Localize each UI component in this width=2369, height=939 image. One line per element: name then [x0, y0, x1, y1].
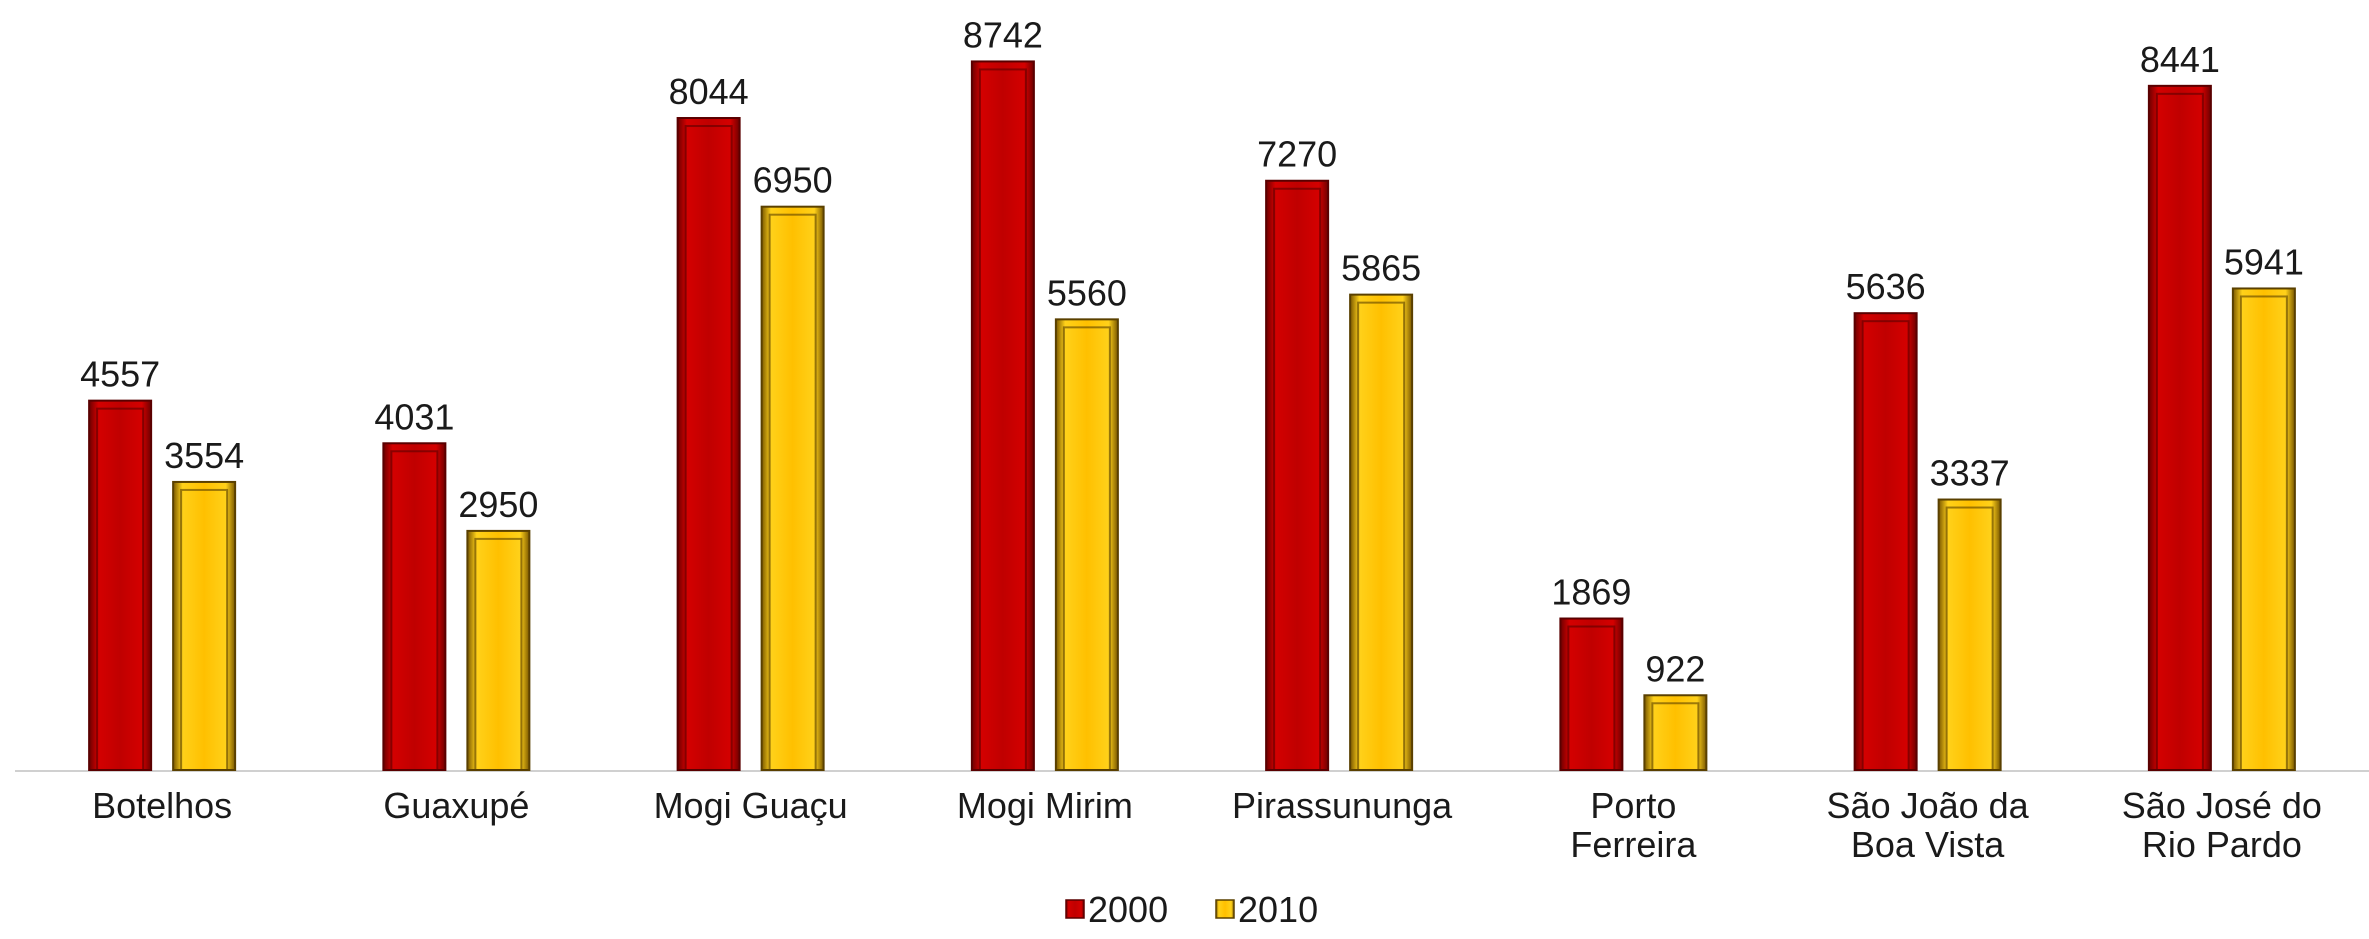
bar [1643, 694, 1708, 771]
value-label: 3337 [1930, 453, 2010, 494]
value-label: 6950 [753, 160, 833, 201]
bar-bevel [1062, 326, 1111, 771]
bar [1265, 179, 1330, 771]
value-label: 4557 [80, 354, 160, 395]
x-tick-label: Guaxupé [383, 786, 530, 826]
bar [2147, 84, 2212, 772]
value-label: 922 [1645, 648, 1705, 689]
x-tick-label: São João da Boa Vista [1826, 786, 2029, 865]
value-label: 7270 [1257, 134, 1337, 175]
x-tick-label: Mogi Mirim [956, 786, 1133, 826]
legend-swatch [1215, 899, 1235, 919]
x-tick-label: Mogi Guaçu [653, 786, 848, 826]
x-tick-label-box: São José do Rio Pardo [2121, 786, 2322, 865]
bar [2231, 287, 2296, 771]
bar-bevel [2239, 295, 2288, 771]
x-tick-label: Botelhos [92, 786, 233, 826]
legend-label: 2000 [1088, 889, 1168, 930]
value-label: 5941 [2224, 241, 2304, 282]
bar-bevel [978, 68, 1027, 772]
value-label: 1869 [1551, 572, 1631, 613]
bar-bevel [684, 125, 733, 771]
x-tick-label-box: Porto Ferreira [1570, 786, 1697, 865]
bar-bevel [1273, 187, 1322, 771]
bar [382, 442, 447, 771]
bar-bevel [1357, 301, 1406, 771]
x-tick-label-box: Mogi Guaçu [653, 786, 848, 826]
x-tick-label-box: Pirassununga [1232, 786, 1453, 826]
bar [1054, 318, 1119, 771]
legend-label: 2010 [1238, 889, 1318, 930]
value-label: 8742 [963, 14, 1043, 55]
x-tick-label-box: São João da Boa Vista [1826, 786, 2029, 865]
bar-bevel [96, 407, 145, 771]
bar [88, 399, 153, 771]
bar-bevel [2155, 92, 2204, 772]
bar [1853, 312, 1918, 771]
value-label: 4031 [374, 396, 454, 437]
value-label: 5560 [1047, 272, 1127, 313]
bar [676, 117, 741, 771]
bar [1349, 293, 1414, 771]
bar [172, 480, 237, 771]
x-tick-label-box: Botelhos [92, 786, 233, 826]
bar [466, 529, 531, 771]
x-tick-label: São José do Rio Pardo [2121, 786, 2322, 865]
bar-bevel [768, 213, 817, 771]
bar [1559, 617, 1624, 771]
bar-bevel [1861, 320, 1910, 771]
value-label: 3554 [164, 435, 244, 476]
bar [760, 205, 825, 771]
bar-bevel [1945, 506, 1994, 771]
value-label: 8441 [2140, 39, 2220, 80]
legend-swatch [1065, 899, 1085, 919]
x-tick-label: Pirassununga [1232, 786, 1453, 826]
bar-bevel [180, 488, 229, 771]
value-label: 5636 [1846, 266, 1926, 307]
x-tick-label-box: Guaxupé [383, 786, 530, 826]
bar [970, 60, 1035, 772]
value-label: 5865 [1341, 248, 1421, 289]
bar-bevel [1567, 625, 1616, 771]
bar-bevel [1651, 702, 1700, 771]
bar-bevel [474, 537, 523, 771]
value-label: 2950 [458, 484, 538, 525]
bar-bevel [390, 450, 439, 771]
x-tick-label: Porto Ferreira [1570, 786, 1697, 865]
bar [1937, 498, 2002, 771]
x-tick-label-box: Mogi Mirim [956, 786, 1133, 826]
value-label: 8044 [669, 71, 749, 112]
